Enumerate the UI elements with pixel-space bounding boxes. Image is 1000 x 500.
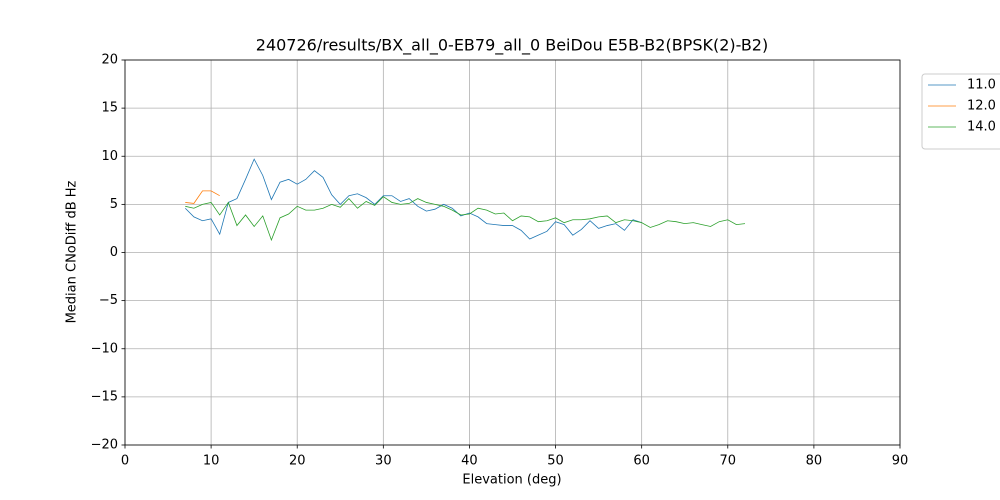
y-tick-label: 20 [101,53,118,68]
legend-label: 11.0 [967,78,996,93]
y-tick-label: −10 [91,341,118,356]
x-axis-label: Elevation (deg) [462,473,561,488]
y-tick-label: −5 [99,293,118,308]
x-tick-label: 80 [806,454,823,469]
y-tick-label: 15 [101,101,118,116]
legend-box [921,73,1000,150]
x-tick-label: 10 [203,454,220,469]
x-tick-label: 50 [547,454,564,469]
x-tick-label: 70 [720,454,737,469]
data-line [185,190,220,204]
x-tick-label: 0 [121,454,129,469]
x-tick-label: 90 [892,454,909,469]
data-line [185,196,746,242]
x-tick-label: 60 [633,454,650,469]
chart-title: 240726/results/BX_all_0-EB79_all_0 BeiDo… [256,36,768,56]
x-tick-label: 20 [289,454,306,469]
y-tick-label: −15 [91,389,118,404]
y-tick-label: 10 [101,149,118,164]
data-line [184,158,642,240]
y-tick-label: −20 [91,438,118,453]
x-tick-label: 30 [375,454,392,469]
legend-label: 14.0 [967,120,996,135]
x-tick-label: 40 [461,454,478,469]
y-tick-label: 5 [110,197,118,212]
plot-frame [124,59,901,446]
legend-label: 12.0 [967,99,996,114]
y-axis-label: Median CNoDiff dB Hz [65,180,80,323]
y-tick-label: 0 [110,245,118,260]
